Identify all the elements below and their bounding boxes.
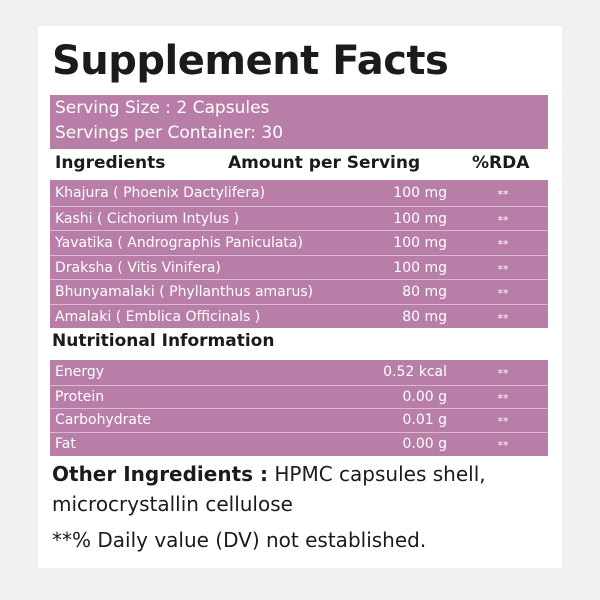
row-name: Carbohydrate bbox=[55, 412, 152, 428]
ingredients-band bbox=[50, 180, 548, 328]
header-rda: %RDA bbox=[472, 153, 530, 173]
row-rda: ** bbox=[497, 367, 509, 380]
serving-band bbox=[50, 95, 548, 149]
row-rda: ** bbox=[497, 391, 509, 405]
row-rda: ** bbox=[497, 438, 509, 452]
table-row: Yavatika ( Andrographis Paniculata) 100 m… bbox=[50, 230, 548, 256]
other-text: HPMC capsules shell, bbox=[274, 462, 486, 486]
row-name: Energy bbox=[55, 364, 105, 380]
table-row: Draksha ( Vitis Vinifera) 100 mg ** bbox=[50, 254, 548, 281]
table-row: Fat 0.00 g ** bbox=[50, 431, 548, 457]
row-amount: 0.01 g bbox=[402, 412, 447, 428]
table-row: Kashi ( Cichorium Intylus ) 100 mg ** bbox=[50, 205, 548, 232]
header-amount: Amount per Serving bbox=[228, 153, 421, 173]
row-name: Draksha ( Vitis Vinifera) bbox=[55, 259, 221, 276]
table-row: Carbohydrate 0.01 g ** bbox=[50, 408, 548, 433]
nutrition-title: Nutritional Information bbox=[52, 331, 275, 351]
row-name: Yavatika ( Andrographis Paniculata) bbox=[55, 235, 303, 252]
row-name: Bhunyamalaki ( Phyllanthus amarus) bbox=[55, 284, 314, 301]
table-row: Khajura ( Phoenix Dactylifera) 100 mg ** bbox=[50, 181, 548, 206]
servings-per-container: Servings per Container: 30 bbox=[55, 123, 284, 143]
other-ingredients: Other Ingredients : HPMC capsules shell, bbox=[52, 462, 486, 486]
row-name: Kashi ( Cichorium Intylus ) bbox=[55, 210, 240, 227]
title: Supplement Facts bbox=[52, 38, 449, 84]
row-rda: ** bbox=[497, 213, 509, 227]
row-amount: 80 mg bbox=[402, 309, 447, 325]
row-rda: ** bbox=[497, 415, 509, 428]
other-label: Other Ingredients : bbox=[52, 462, 269, 486]
row-rda: ** bbox=[497, 238, 509, 252]
table-row: Amalaki ( Emblica Officinals ) 80 mg ** bbox=[50, 304, 548, 330]
row-rda: ** bbox=[497, 287, 509, 301]
serving-size: Serving Size : 2 Capsules bbox=[55, 98, 270, 118]
row-rda: ** bbox=[497, 312, 509, 325]
table-row: Protein 0.00 g ** bbox=[50, 384, 548, 410]
row-rda: ** bbox=[497, 188, 509, 201]
footnote: **% Daily value (DV) not established. bbox=[52, 528, 427, 552]
row-name: Protein bbox=[55, 388, 105, 405]
row-amount: 100 mg bbox=[393, 210, 447, 227]
other-text: microcrystallin cellulose bbox=[52, 492, 293, 516]
row-rda: ** bbox=[497, 262, 509, 276]
table-row: Bhunyamalaki ( Phyllanthus amarus) 80 mg *… bbox=[50, 279, 548, 305]
row-amount: 100 mg bbox=[393, 235, 447, 252]
row-amount: 0.00 g bbox=[402, 388, 447, 405]
row-amount: 100 mg bbox=[393, 185, 447, 201]
row-name: Khajura ( Phoenix Dactylifera) bbox=[55, 185, 266, 201]
table-row: Energy 0.52 kcal ** bbox=[50, 361, 548, 385]
row-amount: 80 mg bbox=[402, 284, 447, 301]
row-amount: 0.52 kcal bbox=[383, 364, 447, 380]
header-ingredients: Ingredients bbox=[55, 153, 166, 173]
row-amount: 0.00 g bbox=[402, 435, 447, 452]
row-name: Fat bbox=[55, 435, 76, 452]
row-amount: 100 mg bbox=[393, 259, 447, 276]
row-name: Amalaki ( Emblica Officinals ) bbox=[55, 309, 261, 325]
